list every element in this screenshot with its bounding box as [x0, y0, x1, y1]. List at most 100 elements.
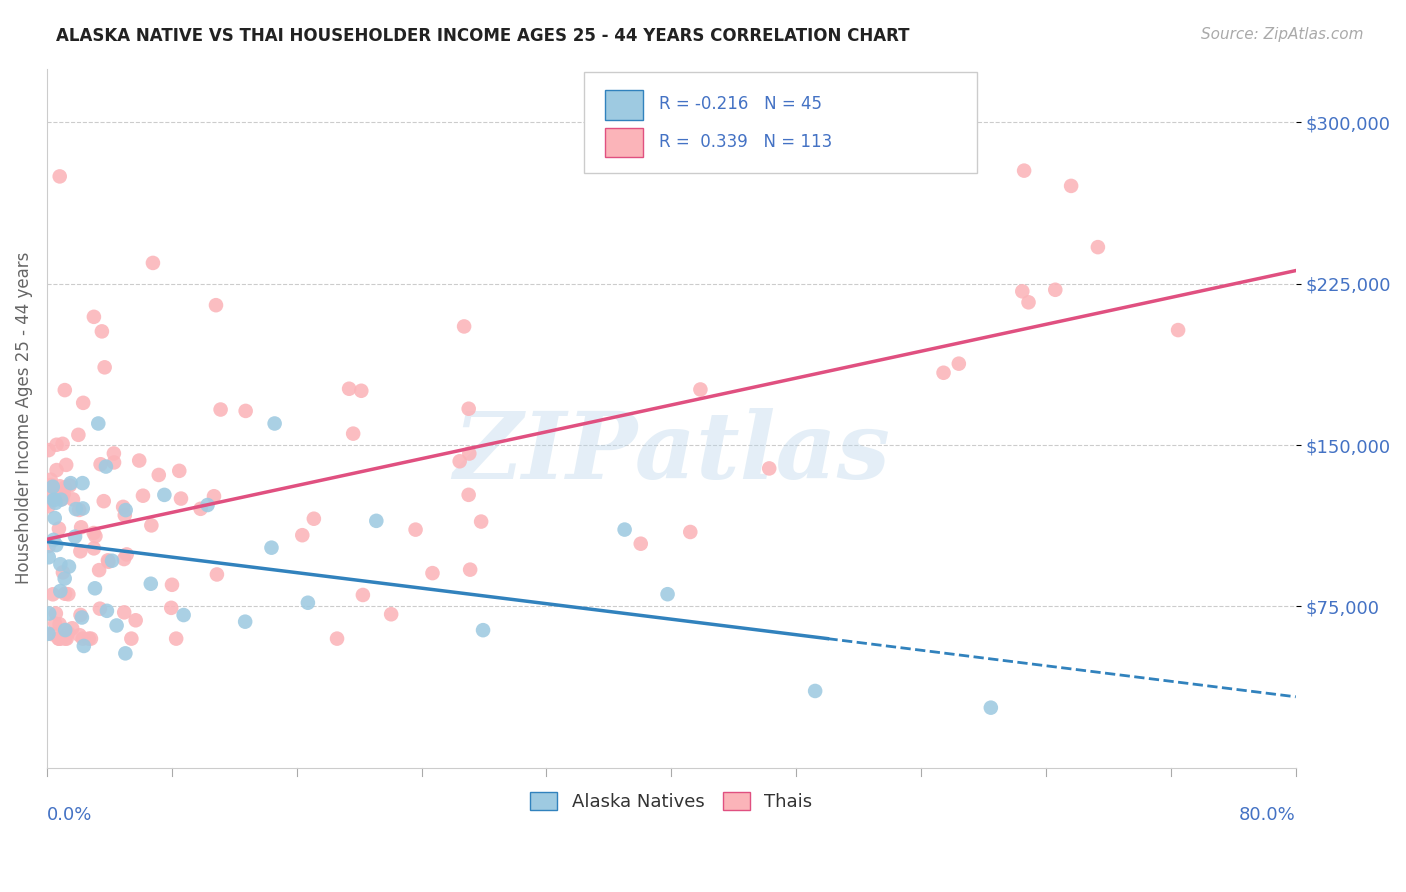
Point [65, 502, 87, 516]
Point [689, 383, 711, 397]
Point [89, 601, 111, 615]
Point [67, 427, 90, 442]
Point [422, 566, 444, 581]
Point [48, 617, 70, 632]
Point [1011, 285, 1033, 299]
Point [128, 453, 150, 467]
Point [53, 587, 76, 601]
Point [49, 584, 72, 599]
Point [84, 582, 107, 596]
Point [58, 587, 80, 601]
Point [804, 684, 827, 698]
Point [69, 628, 91, 642]
Point [297, 596, 319, 610]
Point [197, 498, 219, 512]
Point [114, 646, 136, 660]
Point [93, 494, 115, 508]
Point [153, 488, 176, 502]
Point [142, 256, 165, 270]
Point [112, 500, 135, 514]
Point [1060, 178, 1083, 193]
Point [53, 572, 76, 586]
Point [205, 567, 228, 582]
Point [148, 467, 170, 482]
Bar [605, 128, 643, 157]
Point [45, 496, 67, 510]
Point [112, 552, 135, 566]
Point [139, 576, 162, 591]
Point [613, 523, 636, 537]
Point [132, 489, 155, 503]
Point [48, 169, 70, 184]
Point [470, 515, 492, 529]
Point [101, 554, 124, 568]
Point [190, 501, 212, 516]
Point [112, 606, 135, 620]
Point [1045, 283, 1067, 297]
Point [70, 520, 93, 534]
Point [44, 616, 66, 631]
Point [160, 600, 183, 615]
Point [72, 632, 94, 646]
Point [49, 558, 72, 572]
Point [83, 310, 105, 324]
Point [37, 627, 59, 641]
Point [160, 578, 183, 592]
Point [449, 454, 471, 468]
Text: ZIPatlas: ZIPatlas [453, 408, 890, 498]
Point [457, 488, 479, 502]
Point [124, 613, 146, 627]
Point [39, 473, 62, 487]
Point [42, 492, 65, 507]
Point [62, 492, 84, 507]
Point [38, 443, 60, 458]
Point [405, 523, 427, 537]
Text: R =  0.339   N = 113: R = 0.339 N = 113 [659, 133, 832, 151]
Point [37, 500, 59, 514]
Point [103, 455, 125, 469]
Point [366, 514, 388, 528]
Point [70, 610, 93, 624]
Point [69, 607, 91, 622]
Point [48, 632, 70, 646]
Point [48, 522, 70, 536]
Text: R = -0.216   N = 45: R = -0.216 N = 45 [659, 95, 823, 113]
Point [980, 700, 1002, 714]
Point [457, 401, 479, 416]
Point [205, 298, 228, 312]
Point [58, 559, 80, 574]
Point [948, 357, 970, 371]
Point [1012, 163, 1035, 178]
Point [38, 550, 60, 565]
Point [73, 639, 96, 653]
Point [932, 366, 955, 380]
Point [679, 524, 702, 539]
Point [38, 495, 60, 509]
Point [169, 464, 191, 478]
Point [165, 632, 187, 646]
Point [84, 529, 107, 543]
Point [53, 623, 76, 637]
Point [103, 446, 125, 460]
Point [51, 491, 73, 506]
Point [83, 526, 105, 541]
Point [48, 632, 70, 646]
Point [337, 382, 360, 396]
Point [45, 463, 67, 477]
Point [49, 479, 72, 493]
Point [202, 489, 225, 503]
Point [55, 632, 77, 646]
Point [96, 604, 118, 618]
Point [114, 508, 136, 523]
Point [90, 324, 112, 338]
Point [1087, 240, 1109, 254]
Point [141, 518, 163, 533]
Point [120, 632, 142, 646]
Point [52, 487, 75, 501]
Point [49, 492, 72, 507]
FancyBboxPatch shape [583, 72, 977, 173]
Point [53, 632, 76, 646]
Point [60, 621, 83, 635]
Point [72, 501, 94, 516]
Point [472, 623, 495, 637]
